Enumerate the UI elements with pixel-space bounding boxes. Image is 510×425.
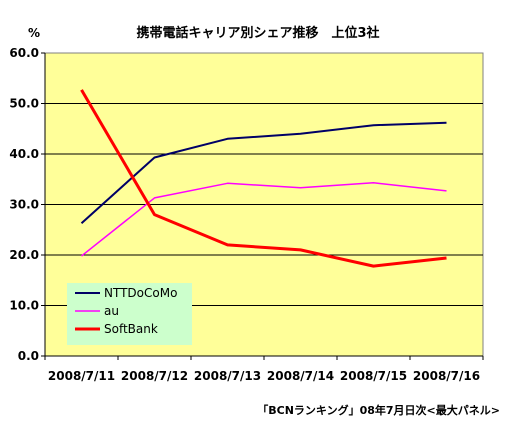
y-tick-label: 50.0 xyxy=(9,97,39,111)
x-tick-label: 2008/7/14 xyxy=(267,369,334,383)
series-lines xyxy=(80,89,447,268)
legend-label-au: au xyxy=(104,304,119,318)
y-axis-unit: % xyxy=(28,26,40,40)
x-tick-label: 2008/7/12 xyxy=(121,369,188,383)
legend-label-softbank: SoftBank xyxy=(104,322,158,336)
y-tick-label: 20.0 xyxy=(9,248,39,262)
y-tick-labels: 0.0 10.0 20.0 30.0 40.0 50.0 60.0 xyxy=(9,46,39,363)
x-tick-label: 2008/7/16 xyxy=(413,369,480,383)
chart-title: 携帯電話キャリア別シェア推移 上位3社 xyxy=(136,25,379,41)
series-line-au xyxy=(81,182,447,257)
y-tick-label: 40.0 xyxy=(9,147,39,161)
y-tick-label: 10.0 xyxy=(9,299,39,313)
source-caption: 「BCNランキング」08年7月日次<最大パネル> xyxy=(257,403,500,417)
axes xyxy=(41,52,484,360)
y-tick-label: 60.0 xyxy=(9,46,39,60)
series-line-nttdocomo xyxy=(80,121,447,224)
x-tick-labels: 2008/7/11 2008/7/12 2008/7/13 2008/7/14 2008… xyxy=(48,369,480,383)
x-tick-label: 2008/7/13 xyxy=(194,369,261,383)
y-tick-label: 0.0 xyxy=(18,349,39,363)
y-tick-label: 30.0 xyxy=(9,198,39,212)
legend-label-nttdocomo: NTTDoCoMo xyxy=(104,286,177,300)
series-line-softbank xyxy=(80,89,447,268)
legend: NTTDoCoMo au SoftBank xyxy=(67,283,192,345)
x-tick-label: 2008/7/15 xyxy=(340,369,407,383)
x-tick-label: 2008/7/11 xyxy=(48,369,115,383)
